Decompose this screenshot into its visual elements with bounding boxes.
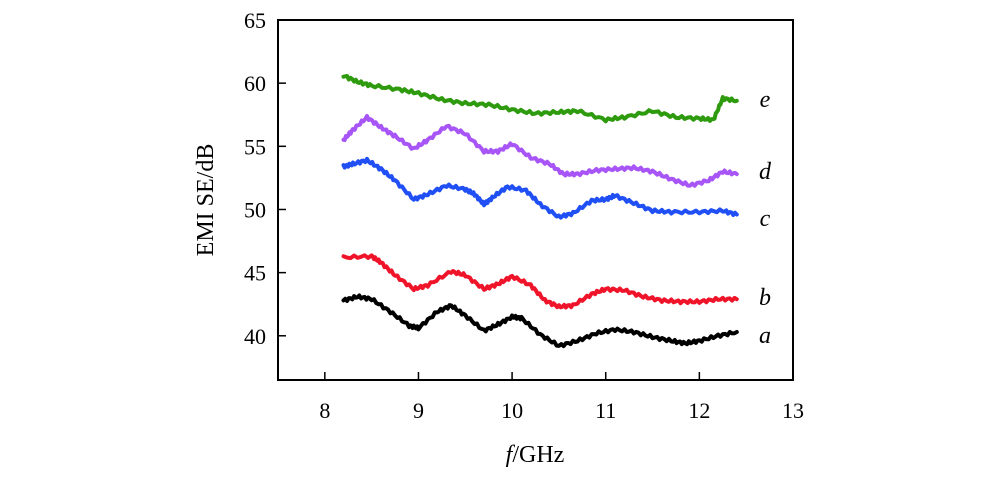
y-tick-label: 55 — [244, 134, 266, 159]
series-label-e: e — [760, 87, 771, 113]
series-label-b: b — [759, 285, 771, 311]
y-tick-label: 45 — [244, 261, 266, 286]
x-tick-label: 8 — [319, 398, 330, 423]
x-tick-label: 13 — [782, 398, 804, 423]
x-axis-title-italic: f — [506, 442, 516, 468]
series-line-d — [341, 114, 739, 188]
series-label-d: d — [759, 159, 772, 185]
series-line-b — [341, 253, 739, 310]
y-tick-label: 40 — [244, 324, 266, 349]
x-tick-label: 10 — [501, 398, 523, 423]
series-label-c: c — [760, 206, 771, 232]
x-tick-label: 12 — [688, 398, 710, 423]
x-axis-title: f/GHz — [506, 442, 565, 468]
series-label-a: a — [759, 323, 771, 349]
series-line-c — [341, 156, 739, 220]
plot-frame — [277, 19, 794, 381]
y-tick-label: 60 — [244, 71, 266, 96]
y-axis-title: EMI SE/dB — [193, 144, 219, 257]
y-tick-label: 65 — [244, 8, 266, 33]
x-tick-label: 9 — [413, 398, 424, 423]
y-tick-label: 50 — [244, 197, 266, 222]
x-tick-label: 11 — [595, 398, 616, 423]
series-line-e — [341, 74, 739, 124]
x-axis-title-unit: /GHz — [512, 442, 564, 468]
series-line-a — [341, 293, 739, 349]
